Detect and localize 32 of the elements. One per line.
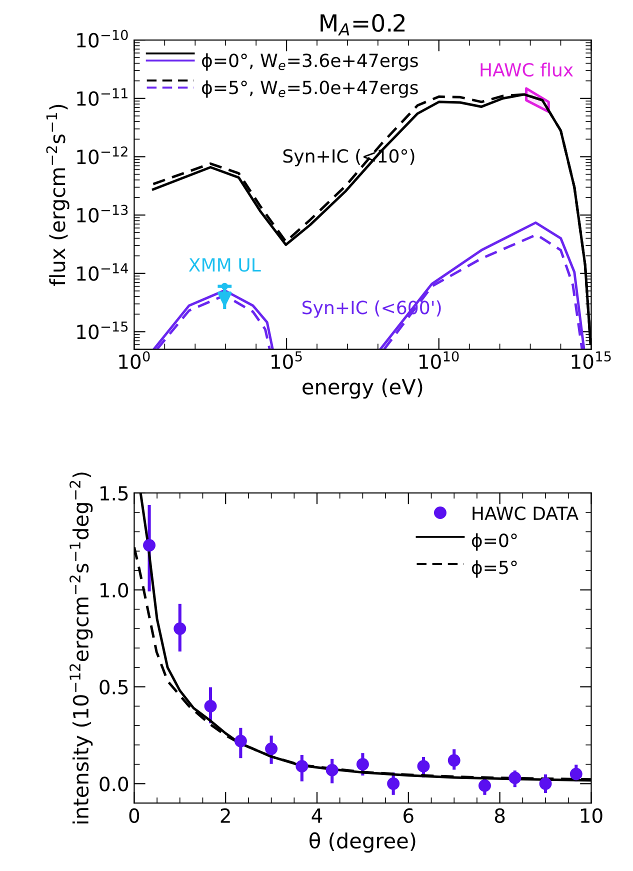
legend-label: HAWC flux bbox=[480, 62, 574, 77]
x-tick-label: 10 bbox=[580, 808, 602, 823]
y-axis-title: flux (ergcm$^{−2}$s$^{−1}$) bbox=[46, 104, 70, 286]
x-tick-label: 10$^{0}$ bbox=[119, 351, 150, 370]
x-axis-title: θ (degree) bbox=[310, 832, 416, 853]
x-tick-label: 4 bbox=[312, 808, 322, 823]
x-tick-label: 0 bbox=[129, 808, 140, 823]
x-tick-label: 8 bbox=[494, 808, 505, 823]
chart-title: M$_{A}$=0.2 bbox=[320, 14, 405, 36]
y-tick-label: 10$^{−13}$ bbox=[77, 204, 128, 223]
legend-label: ϕ=0° bbox=[472, 533, 517, 551]
y-tick-label: 10$^{−14}$ bbox=[77, 263, 128, 281]
text: intensity (10$^{−12}$ergcm$^{−2}$s$^{−1}$deg$^{−2}$) bbox=[70, 472, 93, 824]
x-tick-label: 10$^{15}$ bbox=[572, 351, 611, 370]
legend-label: ϕ=0°, W$_{e}$=3.6e+47ergs bbox=[202, 53, 418, 71]
y-tick-label: 0.0 bbox=[100, 776, 128, 792]
x-tick-label: 10$^{10}$ bbox=[420, 351, 459, 370]
x-axis-title: energy (eV) bbox=[302, 378, 422, 399]
y-tick-label: 10$^{−11}$ bbox=[77, 88, 128, 106]
y-tick-label: 10$^{−10}$ bbox=[77, 30, 128, 48]
y-tick-label: 1.0 bbox=[100, 582, 128, 598]
x-tick-label: 2 bbox=[220, 808, 230, 823]
y-tick-label: 10$^{−15}$ bbox=[77, 322, 128, 340]
y-tick-label: 10$^{−12}$ bbox=[77, 146, 128, 164]
legend-label: ϕ=5° bbox=[472, 560, 517, 578]
x-tick-label: 10$^{5}$ bbox=[272, 351, 302, 370]
y-tick-label: 0.5 bbox=[100, 680, 128, 694]
series-label: XMM UL bbox=[188, 258, 261, 272]
x-tick-label: 6 bbox=[404, 808, 414, 823]
legend-label: ϕ=5°, W$_{e}$=5.0e+47ergs bbox=[202, 80, 418, 98]
y-tick-label: 1.5 bbox=[100, 486, 128, 501]
legend-label: HAWC DATA bbox=[472, 506, 578, 520]
